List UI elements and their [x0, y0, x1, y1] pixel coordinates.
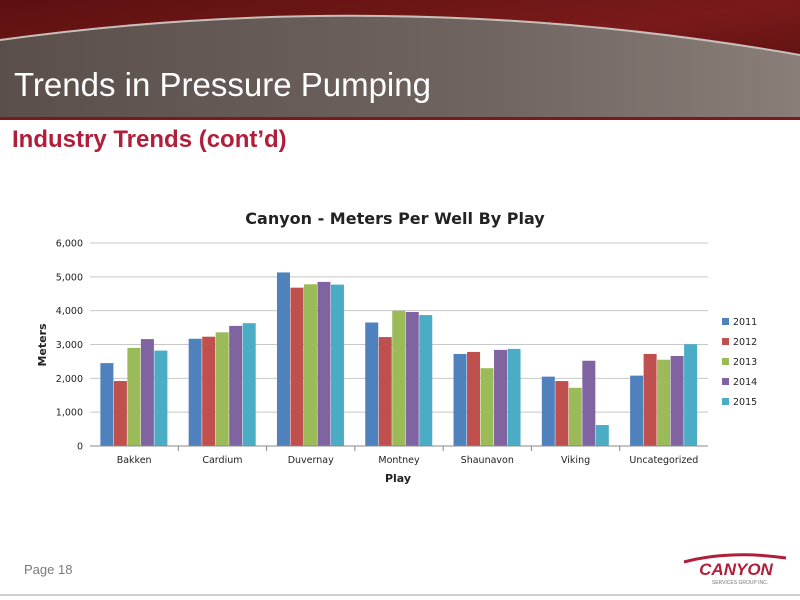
x-tick-label: Montney [378, 455, 420, 466]
bar [392, 310, 406, 446]
x-tick-label: Shaunavon [461, 455, 514, 466]
bar [467, 351, 481, 446]
bar [405, 312, 419, 446]
legend-swatch [722, 358, 729, 365]
y-tick-label: 2,000 [56, 374, 83, 385]
y-tick-label: 5,000 [56, 272, 83, 283]
bar [330, 284, 344, 446]
bar [494, 349, 508, 446]
bar [276, 272, 290, 446]
bar [290, 287, 304, 446]
bar [643, 353, 657, 446]
legend-swatch [722, 378, 729, 385]
bar-chart: Canyon - Meters Per Well By Play 0 1,000 2… [36, 209, 757, 485]
bar [670, 356, 684, 446]
legend-swatch [722, 318, 729, 325]
bar [229, 325, 243, 446]
bar [419, 315, 433, 446]
bar [507, 348, 521, 446]
legend-label: 2012 [733, 337, 757, 348]
svg-text:SERVICES GROUP INC.: SERVICES GROUP INC. [712, 580, 768, 586]
svg-text:CANYON: CANYON [699, 560, 773, 579]
y-tick-label: 0 [77, 442, 83, 453]
legend-swatch [722, 398, 729, 405]
bar [378, 337, 392, 446]
bar [215, 332, 229, 446]
legend-label: 2014 [733, 377, 757, 388]
y-tick-label: 1,000 [56, 408, 83, 419]
footer-line [0, 594, 800, 596]
bar [555, 381, 569, 446]
bar [140, 339, 154, 446]
y-axis-label: Meters [36, 323, 49, 367]
bar [188, 338, 202, 446]
bar [595, 425, 609, 446]
x-axis-label: Play [385, 472, 411, 485]
y-tick-labels: 0 1,000 2,000 3,000 4,000 5,000 6,000 [56, 239, 83, 453]
legend-label: 2013 [733, 357, 757, 368]
x-tick-label: Viking [561, 455, 590, 466]
legend-label: 2015 [733, 397, 757, 408]
bar [242, 323, 256, 446]
bar [202, 336, 216, 446]
y-tick-label: 6,000 [56, 239, 83, 250]
bar [365, 322, 379, 446]
page-number: Page 18 [24, 562, 73, 577]
x-tick-labels: Bakken Cardium Duvernay Montney Shaunavon Vik… [117, 446, 698, 466]
bar [480, 368, 494, 446]
bar [541, 376, 555, 446]
y-tick-label: 4,000 [56, 306, 83, 317]
legend-label: 2011 [733, 317, 757, 328]
bar [303, 284, 317, 446]
bar [317, 281, 331, 446]
legend-swatch [722, 338, 729, 345]
x-tick-label: Uncategorized [629, 455, 698, 466]
bars [100, 272, 698, 446]
title-banner [0, 0, 800, 120]
bar [657, 359, 671, 446]
slide-title: Trends in Pressure Pumping [14, 66, 431, 103]
canyon-logo: CANYON SERVICES GROUP INC. [683, 553, 787, 586]
x-tick-label: Duvernay [288, 455, 334, 466]
x-tick-label: Cardium [202, 455, 242, 466]
bar [113, 381, 127, 446]
bar [568, 387, 582, 446]
x-tick-label: Bakken [117, 455, 152, 466]
y-tick-label: 3,000 [56, 340, 83, 351]
bar [582, 360, 596, 446]
slide-subtitle: Industry Trends (cont’d) [12, 126, 287, 153]
bar [630, 375, 644, 446]
bar [684, 344, 698, 446]
legend: 2011 2012 2013 2014 2015 [722, 317, 757, 408]
chart-title: Canyon - Meters Per Well By Play [245, 209, 545, 228]
bar [154, 350, 168, 446]
bar [453, 353, 467, 446]
bar [100, 363, 114, 446]
bar [127, 347, 141, 446]
